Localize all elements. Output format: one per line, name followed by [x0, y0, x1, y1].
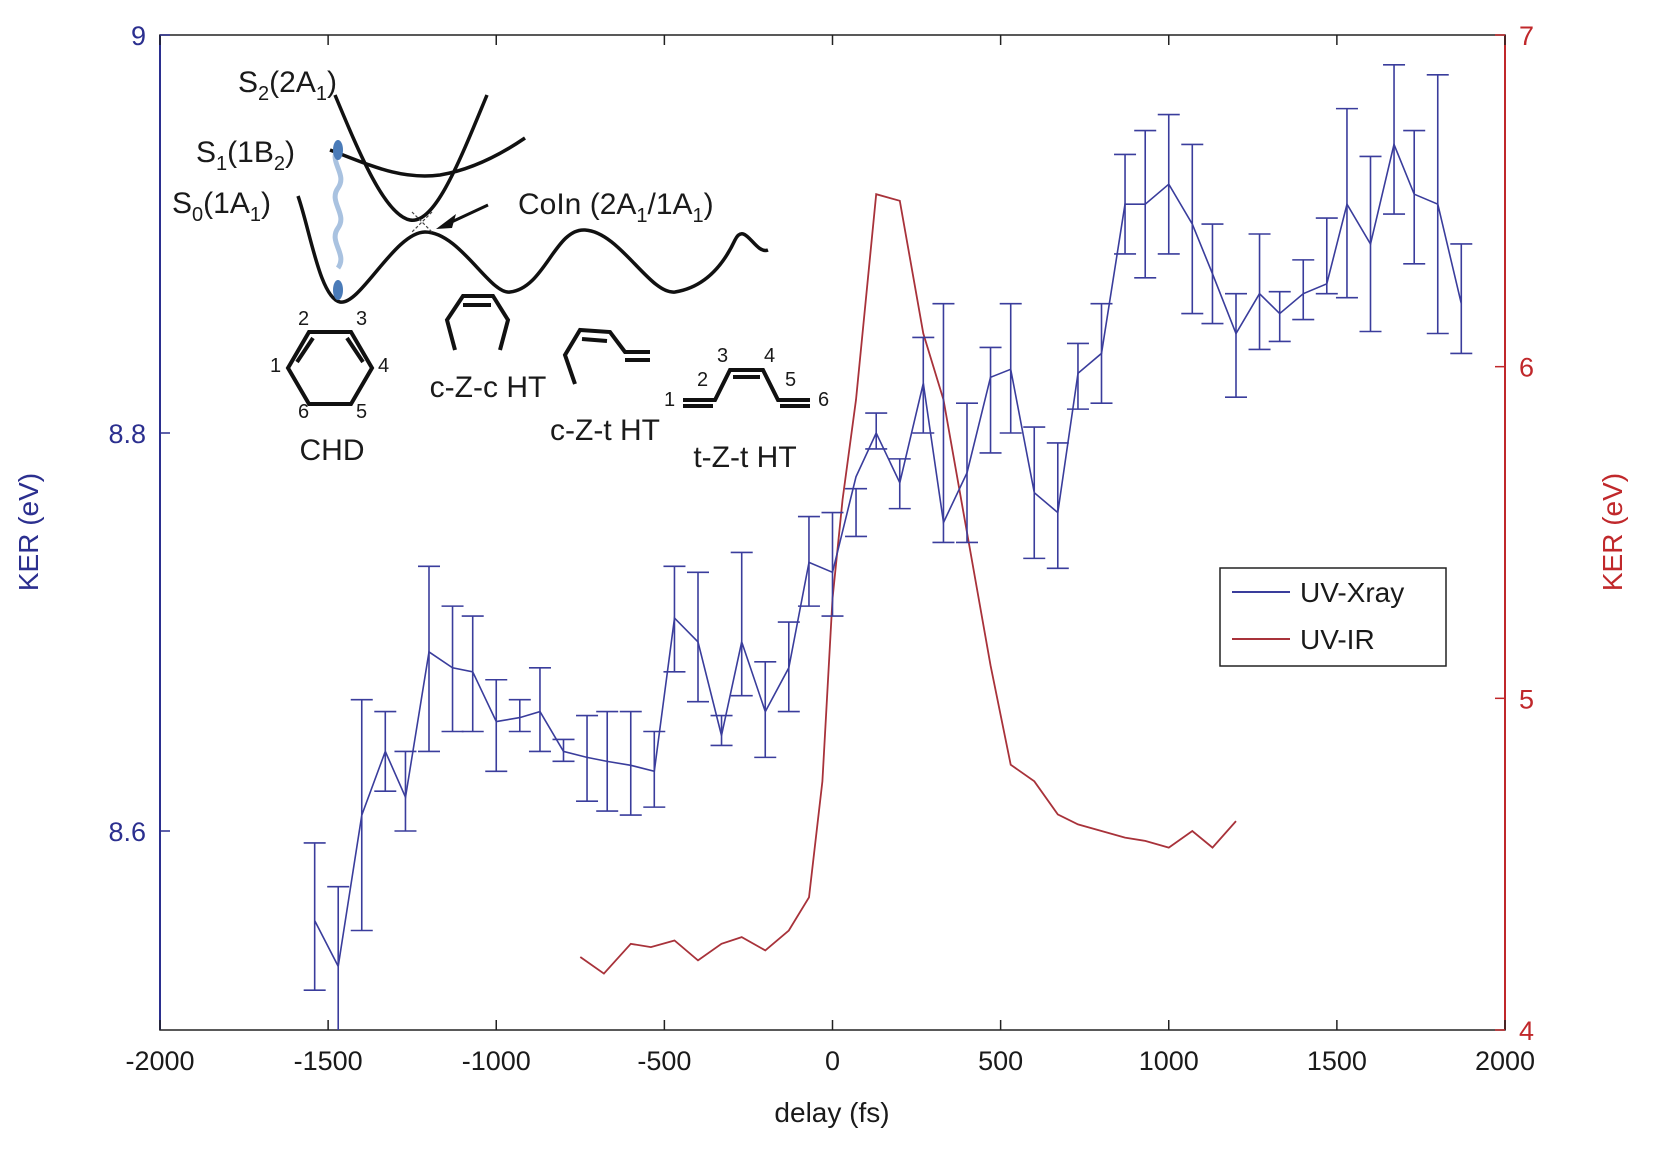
chd-num-1: 1	[270, 355, 281, 377]
x-tick-label: 1000	[1139, 1046, 1199, 1076]
left-y-tick-label: 9	[131, 21, 146, 51]
series-uv-ir	[579, 193, 1237, 975]
chd-num-4: 4	[378, 355, 389, 377]
x-tick-label: -1500	[294, 1046, 363, 1076]
series-uv-xray	[303, 64, 1473, 1030]
label-tzt-ht: t-Z-t HT	[693, 441, 796, 474]
czt-ht-structure	[562, 327, 650, 385]
x-tick-label: -2000	[125, 1046, 194, 1076]
excitation-wavy-arrow	[332, 146, 344, 270]
tzt-ht-structure	[683, 368, 810, 402]
label-s2-state: S2(2A1)	[238, 66, 337, 105]
right-y-tick-label: 7	[1519, 21, 1534, 51]
tzt-num-6: 6	[818, 389, 829, 411]
label-chd: CHD	[300, 434, 365, 467]
label-coin: CoIn (2A1/1A1)	[518, 188, 714, 227]
label-czt-ht: c-Z-t HT	[550, 414, 660, 447]
label-s1-state: S1(1B2)	[196, 136, 295, 175]
x-axis-label: delay (fs)	[774, 1097, 889, 1128]
x-tick-label: -1000	[462, 1046, 531, 1076]
legend-label-uv-xray: UV-Xray	[1300, 577, 1404, 608]
s2-curve	[333, 94, 489, 222]
legend-box	[1219, 567, 1447, 667]
legend-label-uv-ir: UV-IR	[1300, 624, 1375, 655]
right-y-tick-label: 5	[1519, 684, 1534, 714]
chd-num-3: 3	[356, 308, 367, 330]
tzt-num-4: 4	[764, 345, 775, 367]
right-y-tick-label: 6	[1519, 353, 1534, 383]
x-axis-ticks: -2000 -1500 -1000 -500 0 500 1000 1500 2000	[125, 35, 1535, 1076]
label-czc-ht: c-Z-c HT	[430, 371, 547, 404]
coin-arrow-head	[436, 214, 456, 229]
right-y-axis-label: KER (eV)	[1597, 473, 1628, 591]
legend: UV-Xray UV-IR	[1219, 567, 1447, 667]
tzt-num-3: 3	[717, 345, 728, 367]
coin-cross-a	[411, 211, 433, 233]
left-y-axis-label: KER (eV)	[13, 473, 44, 591]
left-y-tick-label: 8.6	[108, 817, 146, 847]
wavepacket-upper	[333, 140, 343, 160]
right-y-tick-label: 4	[1519, 1016, 1534, 1046]
czt-double-a	[581, 337, 608, 343]
chd-num-5: 5	[356, 401, 367, 423]
x-tick-label: 0	[825, 1046, 840, 1076]
x-tick-label: 2000	[1475, 1046, 1535, 1076]
uv-xray-line	[313, 141, 1463, 969]
chd-double-bond-b	[345, 336, 365, 364]
left-y-tick-label: 8.8	[108, 419, 146, 449]
chd-double-bond-a	[295, 336, 315, 364]
chd-ring	[285, 330, 375, 406]
s0-curve	[296, 195, 769, 304]
left-y-axis-ticks: 8.6 8.8 9	[108, 21, 170, 847]
chd-num-6: 6	[298, 401, 309, 423]
tzt-num-1: 1	[664, 389, 675, 411]
tzt-num-5: 5	[785, 369, 796, 391]
x-tick-label: 1500	[1307, 1046, 1367, 1076]
tzt-num-2: 2	[697, 369, 708, 391]
right-y-axis-ticks: 4 5 6 7	[1495, 21, 1534, 1046]
czc-ht-structure	[444, 294, 511, 351]
s1-curve	[329, 136, 526, 178]
chd-num-2: 2	[298, 308, 309, 330]
x-tick-label: 500	[978, 1046, 1023, 1076]
inset-pes-diagram: S2(2A1) S1(1B2) S0(1A1) CoIn (2A1/1A1) 1…	[172, 66, 829, 474]
coin-cross-b	[411, 211, 433, 233]
uv-ir-line	[579, 193, 1237, 975]
wavepacket-lower	[333, 280, 343, 300]
x-tick-label: -500	[637, 1046, 691, 1076]
label-s0-state: S0(1A1)	[172, 187, 271, 226]
